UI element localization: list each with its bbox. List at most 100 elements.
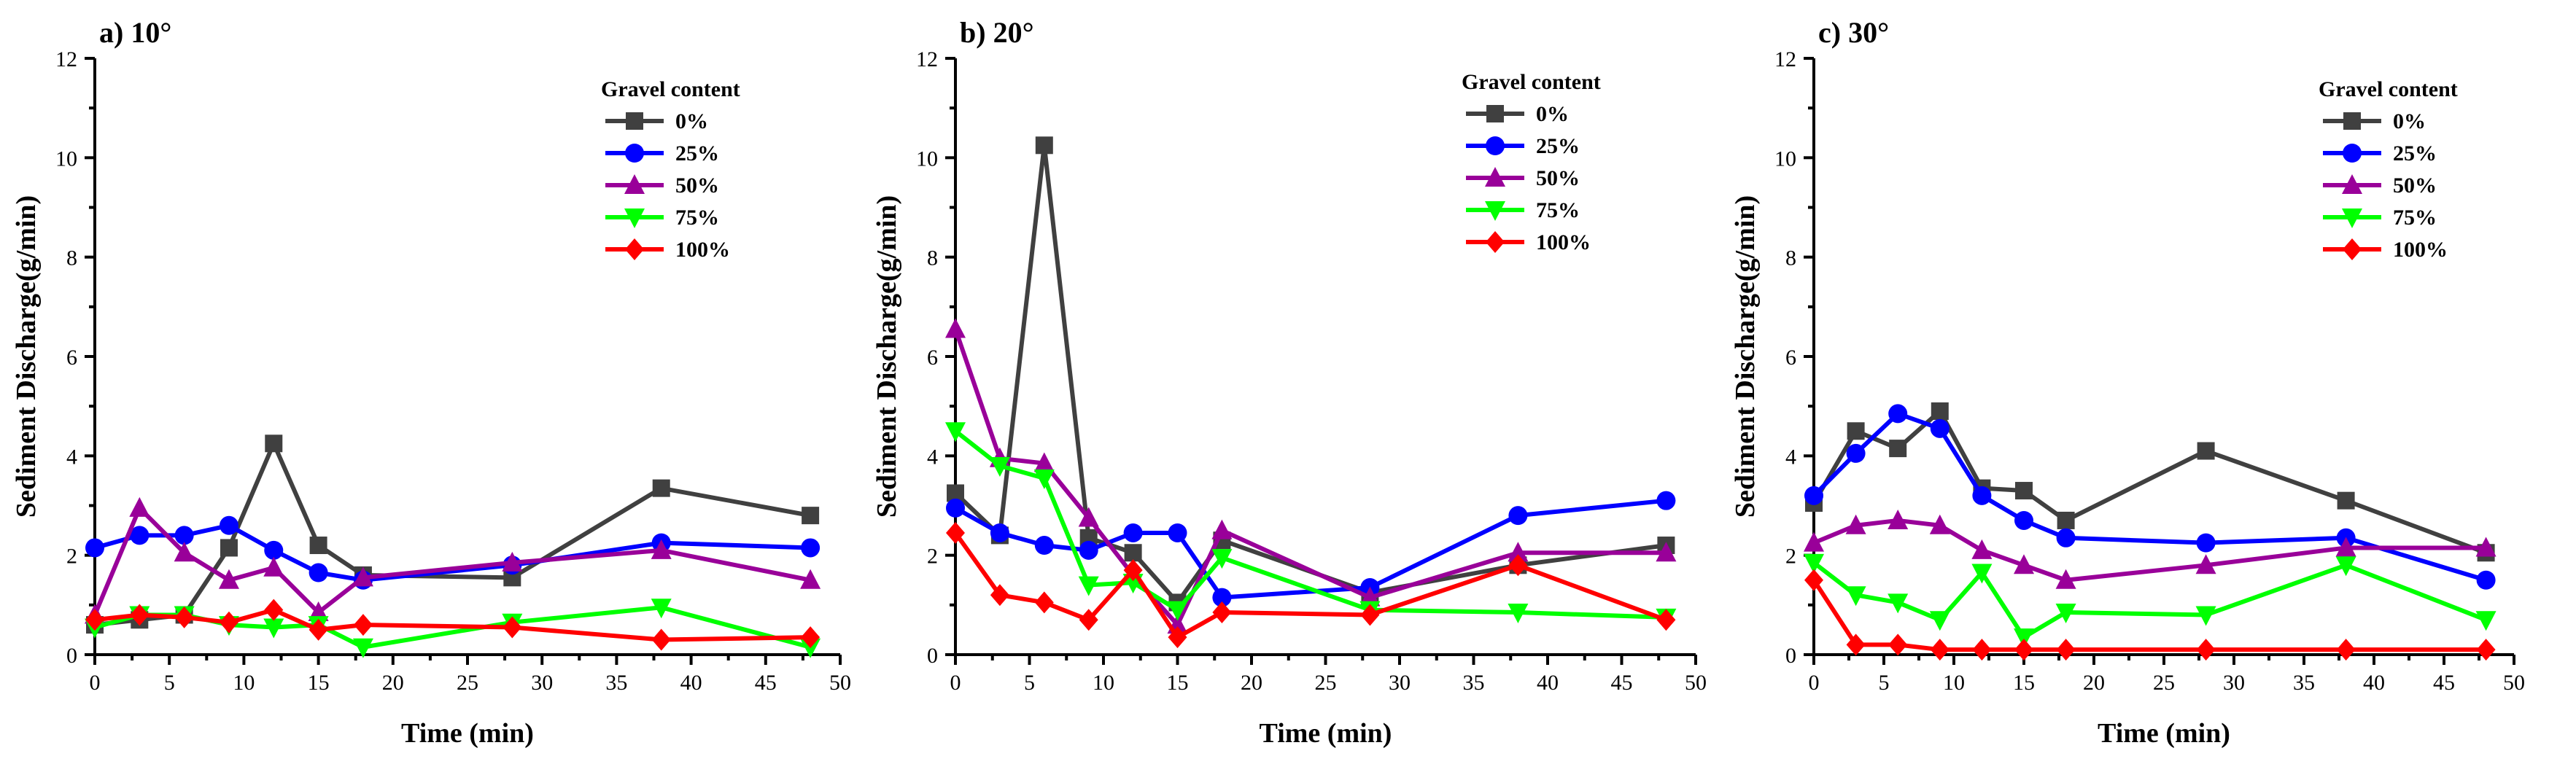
legend-item: 75% (1466, 198, 1580, 222)
x-tick-label: 45 (1611, 671, 1633, 695)
data-point (1035, 136, 1053, 155)
legend-label: 75% (2393, 206, 2437, 230)
x-tick-label: 25 (1315, 671, 1337, 695)
legend-label: 25% (1536, 134, 1580, 158)
series-50pct (945, 318, 1677, 634)
x-tick-label: 25 (2153, 671, 2175, 695)
series-75pct (1804, 553, 2497, 649)
y-tick-label: 4 (1785, 445, 1796, 469)
x-tick-label: 45 (755, 671, 777, 695)
data-point (220, 539, 238, 557)
data-point (130, 526, 150, 545)
legend-label: 100% (1536, 230, 1591, 254)
x-tick-label: 45 (2433, 671, 2455, 695)
x-tick-label: 30 (1389, 671, 1411, 695)
x-tick-label: 0 (90, 671, 101, 695)
data-point (1656, 491, 1676, 510)
data-point (174, 606, 194, 628)
data-point (1888, 593, 1909, 614)
data-point (1972, 639, 1992, 661)
data-point (1211, 519, 1233, 539)
legend-marker (1486, 105, 1504, 122)
series-line (94, 607, 811, 642)
data-point (1888, 509, 1909, 529)
legend-item: 100% (2323, 238, 2448, 262)
data-point (800, 638, 821, 658)
legend-marker (2343, 112, 2361, 130)
data-point (263, 618, 284, 639)
data-point (1804, 486, 1823, 505)
series-line (954, 498, 1667, 600)
series-line (94, 441, 811, 628)
legend-item: 25% (1466, 134, 1580, 158)
data-point (1656, 542, 1677, 562)
legend-marker (1485, 201, 1505, 221)
data-point (2014, 639, 2033, 661)
y-axis-title: Sediment Discharge(g/min) (11, 195, 42, 518)
series-line (1812, 518, 2486, 582)
panel-b: 0 5 10 15 20 25 30 35 40 45 50 0 2 4 6 8 10 12 b) 20° Time … (872, 16, 1707, 749)
data-point (1078, 576, 1099, 596)
y-tick-label: 2 (1785, 545, 1796, 569)
data-point (352, 566, 373, 587)
data-point (218, 569, 239, 589)
data-point (2195, 606, 2216, 626)
data-point (1167, 601, 1188, 621)
x-tick-label: 5 (1024, 671, 1035, 695)
legend-item: 75% (605, 206, 719, 230)
data-point (2337, 491, 2355, 510)
y-tick-label: 12 (916, 47, 938, 71)
legend-item: 100% (605, 238, 730, 262)
legend-marker (2342, 208, 2362, 228)
data-point (946, 498, 965, 518)
legend-item: 100% (1466, 230, 1591, 254)
data-point (130, 604, 150, 626)
data-point (1971, 539, 1993, 559)
y-axis-title: Sediment Discharge(g/min) (1730, 195, 1761, 518)
series-50pct (1804, 509, 2497, 589)
y-tick-label: 10 (55, 147, 77, 171)
y-axis-title: Sediment Discharge(g/min) (872, 195, 902, 518)
y-tick-label: 0 (927, 644, 938, 668)
legend-marker (2342, 174, 2362, 194)
data-point (503, 616, 522, 639)
data-point (990, 523, 1009, 542)
data-point (800, 569, 821, 589)
data-point (219, 611, 238, 634)
data-point (990, 584, 1009, 607)
data-point (1888, 404, 1908, 424)
x-tick-label: 25 (457, 671, 478, 695)
x-tick-label: 10 (1943, 671, 1965, 695)
panel-label: b) 20° (960, 16, 1034, 49)
legend-label: 50% (2393, 174, 2437, 198)
legend-marker (624, 208, 645, 228)
legend-item: 25% (605, 141, 719, 165)
x-axis-title: Time (min) (1260, 718, 1392, 749)
data-point (352, 638, 373, 658)
legend-item: 50% (1466, 166, 1580, 190)
data-point (2196, 639, 2216, 661)
data-point (1929, 514, 1950, 534)
data-point (1212, 588, 1232, 607)
x-tick-label: 10 (1093, 671, 1114, 695)
series-line (1812, 561, 2487, 640)
legend-marker (624, 174, 645, 194)
data-point (219, 515, 238, 535)
x-tick-label: 20 (382, 671, 404, 695)
legend-marker (1486, 136, 1505, 155)
data-point (1034, 536, 1054, 556)
data-point (1033, 469, 1055, 490)
x-tick-label: 20 (1241, 671, 1262, 695)
x-tick-label: 0 (950, 671, 961, 695)
data-point (1168, 523, 1187, 542)
x-tick-label: 50 (2503, 671, 2525, 695)
data-point (1971, 564, 1993, 584)
y-tick-label: 8 (927, 246, 938, 270)
data-point (353, 614, 373, 636)
panel-c: 0 5 10 15 20 25 30 35 40 45 50 0 2 4 6 8 10 12 c) 30° Time … (1730, 16, 2525, 749)
data-point (264, 599, 284, 621)
data-point (651, 539, 672, 559)
legend-label: 25% (675, 141, 719, 165)
data-point (2476, 570, 2496, 590)
